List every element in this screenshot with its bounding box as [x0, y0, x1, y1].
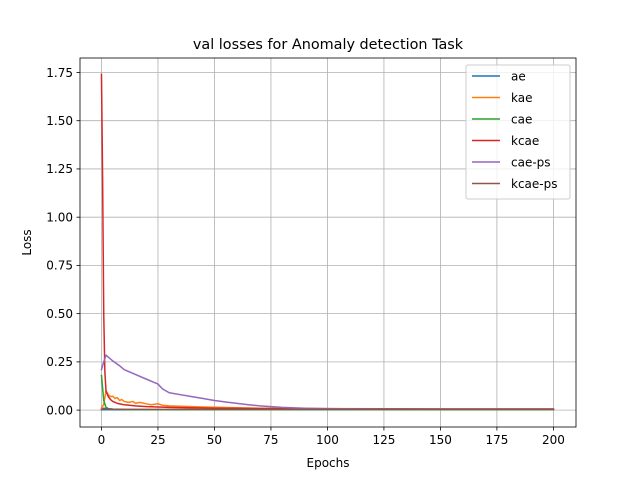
y-tick-label: 1.25	[46, 162, 73, 176]
x-axis-label: Epochs	[307, 456, 350, 470]
series-line-kcae-ps	[100, 407, 555, 411]
legend-label-kcae-ps: kcae-ps	[511, 177, 557, 191]
x-tick-label: 175	[485, 433, 508, 447]
legend-box	[465, 64, 571, 200]
y-tick-label: 0.75	[46, 259, 73, 273]
x-tick-label: 25	[150, 433, 165, 447]
x-tick-label: 0	[98, 433, 106, 447]
legend-label-cae: cae	[511, 112, 532, 126]
y-tick-label: 1.75	[46, 66, 73, 80]
x-tick-label: 125	[372, 433, 395, 447]
x-tick-label: 200	[542, 433, 565, 447]
plot-frame	[79, 57, 577, 428]
chart-title: val losses for Anomaly detection Task	[193, 37, 464, 53]
y-tick-label: 0.00	[46, 403, 73, 417]
y-tick-label: 0.25	[46, 355, 73, 369]
y-axis-label: Loss	[20, 229, 34, 255]
legend-label-ae: ae	[511, 69, 526, 83]
series-line-cae-ps	[100, 354, 555, 410]
legend: ae kae cae kcae cae-ps kcae-ps	[465, 64, 571, 200]
legend-label-kae: kae	[511, 91, 532, 105]
y-tick-label: 0.50	[46, 307, 73, 321]
y-tick-label: 1.50	[46, 114, 73, 128]
y-tick-label: 1.00	[46, 210, 73, 224]
tick-layer: 0 25 50 75 100 125 150 175 200 0.00 0.25 0.50 0.75 1.…	[46, 66, 565, 447]
series-layer	[100, 73, 555, 411]
legend-label-kcae: kcae	[511, 134, 539, 148]
x-tick-label: 75	[263, 433, 278, 447]
x-tick-label: 50	[207, 433, 222, 447]
legend-label-cae-ps: cae-ps	[511, 155, 551, 169]
x-tick-label: 100	[316, 433, 339, 447]
x-tick-label: 150	[429, 433, 452, 447]
